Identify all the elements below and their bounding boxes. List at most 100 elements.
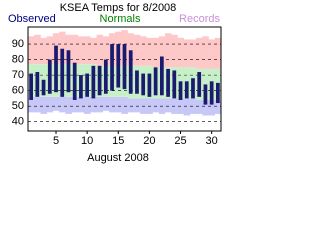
observed-bar [85, 73, 90, 97]
observed-bar [153, 67, 158, 96]
observed-bar [103, 59, 108, 94]
observed-bar [66, 50, 71, 93]
record-high-band [34, 34, 41, 65]
record-high-band [77, 36, 85, 65]
record-high-band [158, 36, 166, 68]
observed-bar [35, 72, 40, 97]
legend-label: Normals [100, 13, 141, 25]
observed-bar [60, 48, 65, 97]
record-high-band [208, 39, 216, 69]
record-high-band [84, 36, 91, 65]
record-high-band [177, 37, 184, 68]
record-high-band [40, 37, 47, 65]
x-axis-label: August 2008 [87, 152, 149, 164]
record-low-band [77, 96, 85, 113]
record-high-band [140, 36, 147, 66]
y-tick-label: 40 [12, 116, 24, 128]
record-low-band [28, 96, 35, 113]
observed-bar [116, 44, 121, 88]
record-high-band [189, 39, 197, 68]
record-low-band [127, 98, 135, 113]
record-low-band [90, 96, 97, 113]
observed-bar [72, 62, 77, 100]
record-high-band [71, 34, 79, 65]
record-high-band [152, 37, 160, 68]
observed-bar [216, 82, 220, 104]
observed-bar [184, 81, 189, 99]
y-tick-label: 50 [12, 100, 24, 112]
observed-bar [110, 44, 114, 91]
record-high-band [183, 39, 191, 68]
x-tick-label: 25 [174, 135, 186, 147]
x-tick-label: 30 [206, 135, 218, 147]
observed-bar [197, 72, 202, 97]
y-tick-label: 70 [12, 69, 24, 81]
observed-bar [79, 75, 83, 99]
chart: KSEA Temps for 8/2008 August 2008 40 50 60… [8, 2, 222, 164]
observed-bar [166, 68, 170, 97]
record-high-band [127, 33, 135, 66]
observed-bar [47, 59, 52, 94]
record-high-band [146, 37, 153, 66]
observed-bar [209, 81, 214, 105]
observed-bar [178, 81, 183, 100]
record-low-band [34, 96, 41, 113]
x-tick-label: 15 [112, 135, 124, 147]
legend-label: Records [179, 13, 220, 25]
record-low-band [59, 96, 66, 113]
record-low-band [196, 99, 203, 114]
record-high-band [46, 36, 54, 65]
observed-bar [128, 50, 133, 94]
record-high-band [196, 37, 203, 69]
x-tick-label: 5 [53, 135, 59, 147]
x-tick-label: 10 [81, 135, 93, 147]
record-high-band [202, 36, 209, 69]
record-low-band [71, 96, 79, 113]
record-high-band [65, 34, 72, 65]
observed-bar [91, 65, 96, 99]
y-tick-label: 90 [12, 38, 24, 50]
record-low-band [152, 98, 160, 113]
record-low-band [96, 96, 104, 113]
observed-bar [41, 79, 46, 96]
record-low-band [108, 96, 116, 113]
record-low-band [52, 96, 60, 111]
record-low-band [133, 98, 141, 113]
record-low-band [164, 98, 172, 113]
record-high-band [214, 37, 222, 69]
record-low-band [214, 99, 222, 114]
record-high-band [90, 37, 97, 65]
normal-band [202, 68, 209, 100]
legend-label: Observed [8, 13, 56, 25]
record-high-band [59, 31, 66, 65]
record-low-band [189, 98, 197, 114]
record-high-band [171, 34, 178, 68]
observed-bar [191, 78, 195, 99]
y-tick-label: 60 [12, 85, 24, 97]
observed-bar [122, 44, 127, 90]
record-low-band [40, 96, 47, 114]
observed-bar [147, 73, 152, 97]
plot-frame [27, 26, 222, 132]
record-low-band [202, 99, 209, 116]
observed-bar [172, 70, 177, 99]
record-low-band [102, 96, 110, 111]
record-low-band [84, 96, 91, 114]
record-low-band [115, 96, 122, 113]
record-high-band [28, 36, 35, 65]
record-low-band [208, 99, 216, 116]
record-low-band [183, 98, 191, 116]
record-high-band [96, 34, 104, 66]
record-high-band [102, 36, 110, 66]
record-low-band [121, 96, 128, 114]
observed-bar [135, 70, 139, 94]
observed-bar [54, 45, 58, 93]
observed-bar [141, 73, 146, 96]
observed-bar [159, 56, 164, 96]
observed-bar [97, 65, 102, 96]
record-low-band [46, 96, 54, 113]
observed-bar [29, 73, 33, 100]
record-low-band [65, 96, 72, 114]
record-high-band [164, 33, 172, 68]
observed-bar [203, 84, 208, 105]
